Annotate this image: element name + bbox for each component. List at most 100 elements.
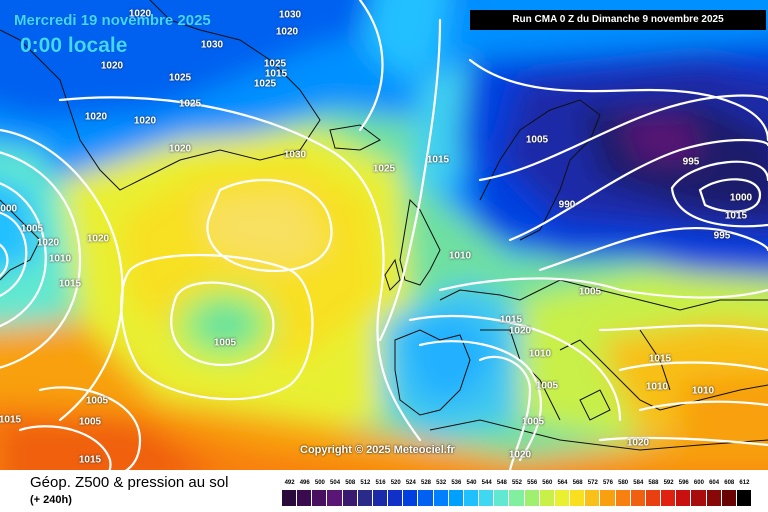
legend-swatch <box>494 490 510 506</box>
copyright-notice: Copyright © 2025 Meteociel.fr <box>300 444 455 456</box>
legend-swatch <box>433 490 449 506</box>
isobar-label: 1015 <box>0 414 22 426</box>
isobar-label: 1020 <box>168 143 192 155</box>
map-canvas <box>0 0 768 470</box>
legend-label: 568 <box>572 480 583 486</box>
legend-label: 492 <box>284 480 295 486</box>
legend-swatch <box>327 490 343 506</box>
legend-swatch <box>448 490 464 506</box>
isobar-label: 1005 <box>535 380 559 392</box>
legend-label: 524 <box>405 480 416 486</box>
isobar-label: 1025 <box>263 58 287 70</box>
isobar-label: 1025 <box>253 78 277 90</box>
legend-swatch <box>463 490 480 506</box>
legend-label: 536 <box>451 480 462 486</box>
isobar-label: 1025 <box>372 163 396 175</box>
legend-swatch <box>600 490 616 506</box>
isobar-label: 1015 <box>499 314 523 326</box>
legend-swatch <box>554 490 571 506</box>
legend-swatch <box>509 490 525 506</box>
legend-label: 608 <box>724 480 735 486</box>
isobar-label: 1020 <box>84 111 108 123</box>
isobar-label: 1020 <box>508 449 532 461</box>
isobar-label: 1015 <box>426 154 450 166</box>
isobar-label: 1005 <box>521 416 545 428</box>
isobar-label: 1010 <box>48 253 72 265</box>
legend-label: 516 <box>375 480 386 486</box>
isobar-label: 1015 <box>648 353 672 365</box>
legend-swatch <box>721 490 737 506</box>
legend-label: 520 <box>390 480 401 486</box>
isobar-label: 1010 <box>528 348 552 360</box>
legend-label: 540 <box>466 480 477 486</box>
weather-map: 1020 1030 1020 1025 1025 1020 1020 1020 1025 1030… <box>0 0 768 470</box>
legend-label: 560 <box>542 480 553 486</box>
isobar-label: 1010 <box>691 385 715 397</box>
legend-label: 496 <box>299 480 310 486</box>
isobar-label: 1020 <box>508 325 532 337</box>
legend-label: 504 <box>330 480 341 486</box>
legend-swatch <box>630 490 646 506</box>
isobar-label: 1020 <box>36 237 60 249</box>
lead-time: (+ 240h) <box>30 494 72 506</box>
legend-swatch <box>479 490 495 506</box>
legend-label: 572 <box>587 480 598 486</box>
legend-swatch <box>585 490 601 506</box>
legend-label: 596 <box>678 480 689 486</box>
forecast-time: 0:00 locale <box>20 34 128 57</box>
chart-footer: Géop. Z500 & pression au sol (+ 240h) 49… <box>0 470 768 512</box>
forecast-date: Mercredi 19 novembre 2025 <box>14 12 211 29</box>
legend-label: 576 <box>602 480 613 486</box>
legend-label: 532 <box>436 480 447 486</box>
legend-swatch <box>403 490 419 506</box>
legend-label: 612 <box>739 480 750 486</box>
isobar-label: 1030 <box>283 149 307 161</box>
legend-label: 508 <box>345 480 356 486</box>
isobars <box>0 0 768 470</box>
legend-swatch <box>388 490 404 506</box>
isobar-label: 1000 <box>729 192 753 204</box>
isobar-label: 1015 <box>58 278 82 290</box>
legend-swatch <box>539 490 555 506</box>
legend-swatch <box>357 490 373 506</box>
isobar-label: 1015 <box>724 210 748 222</box>
legend-swatch <box>297 490 313 506</box>
isobar-label: 1005 <box>578 286 602 298</box>
legend-swatch <box>691 490 707 506</box>
isobar-label: 1020 <box>133 115 157 127</box>
legend-swatch <box>282 490 298 506</box>
parameter-title: Géop. Z500 & pression au sol <box>30 474 229 491</box>
isobar-label: 1015 <box>78 454 102 466</box>
legend-label: 604 <box>709 480 720 486</box>
isobar-label: 1020 <box>626 437 650 449</box>
legend-label: 544 <box>481 480 492 486</box>
legend-label: 500 <box>314 480 325 486</box>
isobar-label: 995 <box>713 230 731 242</box>
legend-swatch <box>524 490 540 506</box>
isobar-label: 1025 <box>178 98 202 110</box>
legend-swatch <box>372 490 389 506</box>
isobar-label: 995 <box>682 156 700 168</box>
legend-label: 580 <box>618 480 629 486</box>
legend-label: 600 <box>693 480 704 486</box>
legend-label: 564 <box>557 480 568 486</box>
isobar-label: 1020 <box>128 8 152 20</box>
isobar-label: 1005 <box>525 134 549 146</box>
isobar-label: 1005 <box>78 416 102 428</box>
legend-label: 556 <box>527 480 538 486</box>
isobar-label: 1005 <box>213 337 237 349</box>
legend-swatch <box>736 490 752 506</box>
isobar-label: 1030 <box>278 9 302 21</box>
isobar-label: 1020 <box>86 233 110 245</box>
isobar-label: 1005 <box>20 223 44 235</box>
legend-swatch <box>706 490 722 506</box>
isobar-label: 1015 <box>264 68 288 80</box>
isobar-label: 1000 <box>0 203 18 215</box>
model-run-banner: Run CMA 0 Z du Dimanche 9 novembre 2025 <box>470 10 766 30</box>
legend-swatch <box>342 490 358 506</box>
legend-label: 528 <box>421 480 432 486</box>
legend-label: 548 <box>496 480 507 486</box>
legend-swatch <box>676 490 692 506</box>
legend-label: 552 <box>511 480 522 486</box>
